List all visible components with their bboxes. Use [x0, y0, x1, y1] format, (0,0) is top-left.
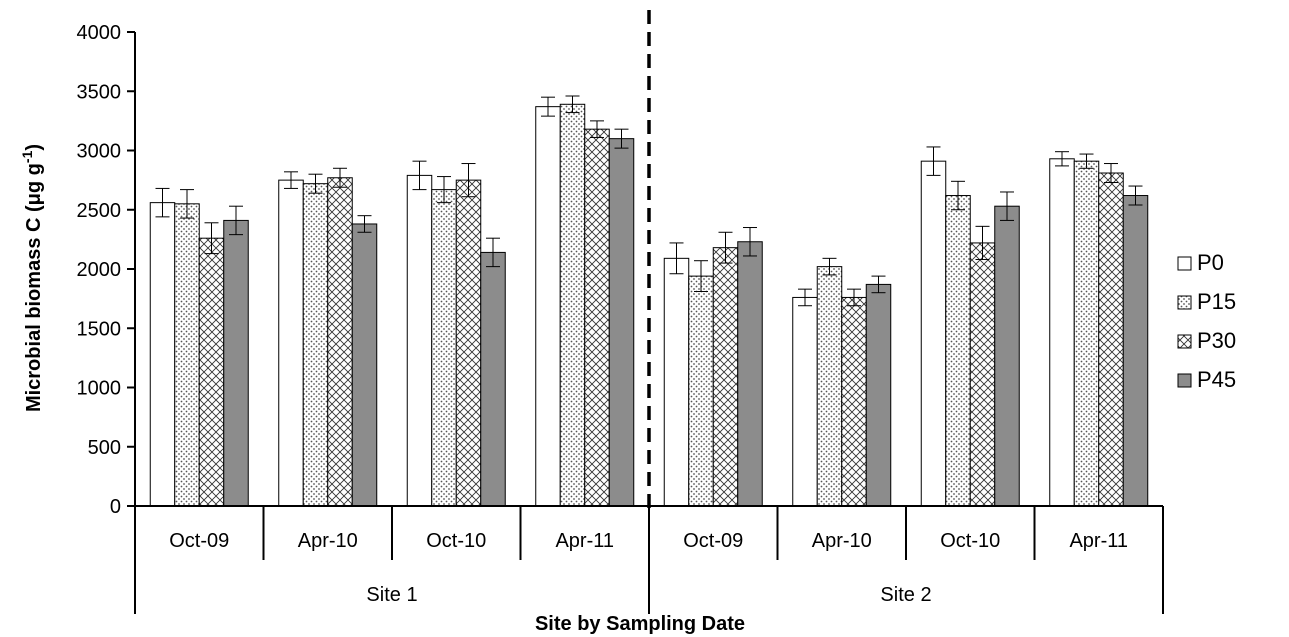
group-label: Site 1	[366, 584, 417, 606]
y-tick-label: 2500	[77, 200, 122, 222]
bar-p30-3	[455, 179, 482, 507]
bar-p30-1	[198, 237, 225, 507]
legend-label-p15: P15	[1197, 289, 1236, 314]
bar-p30-8	[1098, 172, 1124, 507]
error-bars	[155, 95, 1143, 307]
bars	[149, 103, 1149, 507]
bar-p45-6	[865, 283, 892, 507]
y-axis-title-superscript: -1	[19, 150, 35, 163]
x-tick-label: Apr-11	[555, 530, 614, 552]
bar-p0-2	[278, 179, 304, 507]
legend: P0 P15 P30 P45	[1177, 250, 1236, 392]
bar-p45-4	[608, 138, 635, 507]
legend-label-p45: P45	[1197, 367, 1236, 392]
bar-p30-7	[969, 242, 996, 507]
y-axis: 0 500 1000 1500 2000 2500 3000 3500 4000	[77, 22, 136, 518]
bar-p30-6	[841, 296, 867, 507]
bar-p30-4	[584, 128, 610, 507]
bar-p15-8	[1073, 160, 1100, 507]
x-tick-label: Apr-11	[1069, 530, 1128, 552]
bar-p45-1	[223, 219, 249, 507]
x-axis-title: Site by Sampling Date	[535, 613, 745, 635]
legend-swatch-p30	[1177, 334, 1192, 349]
bar-p15-6	[816, 266, 843, 507]
bar-p0-4	[535, 106, 561, 507]
bar-p30-5	[712, 247, 739, 507]
legend-swatch-p0	[1177, 256, 1192, 271]
bar-p30-2	[327, 177, 353, 507]
y-tick-label: 2000	[77, 259, 122, 281]
bar-p45-8	[1122, 195, 1149, 507]
x-tick-label: Apr-10	[298, 530, 358, 552]
legend-swatch-p15	[1177, 295, 1192, 310]
bar-p15-5	[688, 275, 714, 507]
bar-p15-1	[174, 203, 200, 507]
bar-p45-5	[737, 241, 763, 507]
y-tick-label: 0	[110, 496, 121, 518]
y-tick-label: 3000	[77, 141, 122, 163]
y-axis-title: Microbial biomass C (μg g-1)	[19, 144, 45, 412]
y-tick-label: 1000	[77, 378, 122, 400]
legend-swatch-p45	[1177, 373, 1192, 388]
x-axis: Oct-09 Apr-10 Oct-10 Apr-11 Oct-09 Apr-10 Oct-…	[127, 505, 1164, 614]
legend-label-p30: P30	[1197, 328, 1236, 353]
group-label: Site 2	[880, 584, 931, 606]
bar-p15-3	[431, 189, 457, 507]
bar-p15-7	[945, 195, 971, 507]
x-tick-label: Oct-09	[169, 530, 229, 552]
bar-p15-2	[302, 183, 329, 507]
x-tick-label: Oct-10	[940, 530, 1000, 552]
y-tick-label: 4000	[77, 22, 122, 44]
x-tick-label: Oct-10	[426, 530, 486, 552]
bar-p0-6	[792, 296, 818, 507]
x-tick-label: Apr-10	[812, 530, 872, 552]
y-axis-title-close: )	[23, 144, 45, 151]
bar-p0-7	[920, 160, 947, 507]
bar-p0-5	[663, 257, 690, 507]
x-tick-label: Oct-09	[683, 530, 743, 552]
bar-p0-8	[1049, 158, 1075, 507]
bar-p45-7	[994, 205, 1020, 507]
y-tick-label: 3500	[77, 81, 122, 103]
bar-p45-3	[480, 251, 506, 507]
legend-label-p0: P0	[1197, 250, 1224, 275]
y-tick-label: 500	[88, 437, 121, 459]
y-tick-label: 1500	[77, 318, 122, 340]
bar-p0-3	[406, 174, 433, 507]
bar-p0-1	[149, 202, 176, 507]
bar-p45-2	[351, 223, 378, 507]
y-axis-title-text: Microbial biomass C (μg g	[23, 163, 45, 412]
bar-p15-4	[559, 103, 586, 507]
